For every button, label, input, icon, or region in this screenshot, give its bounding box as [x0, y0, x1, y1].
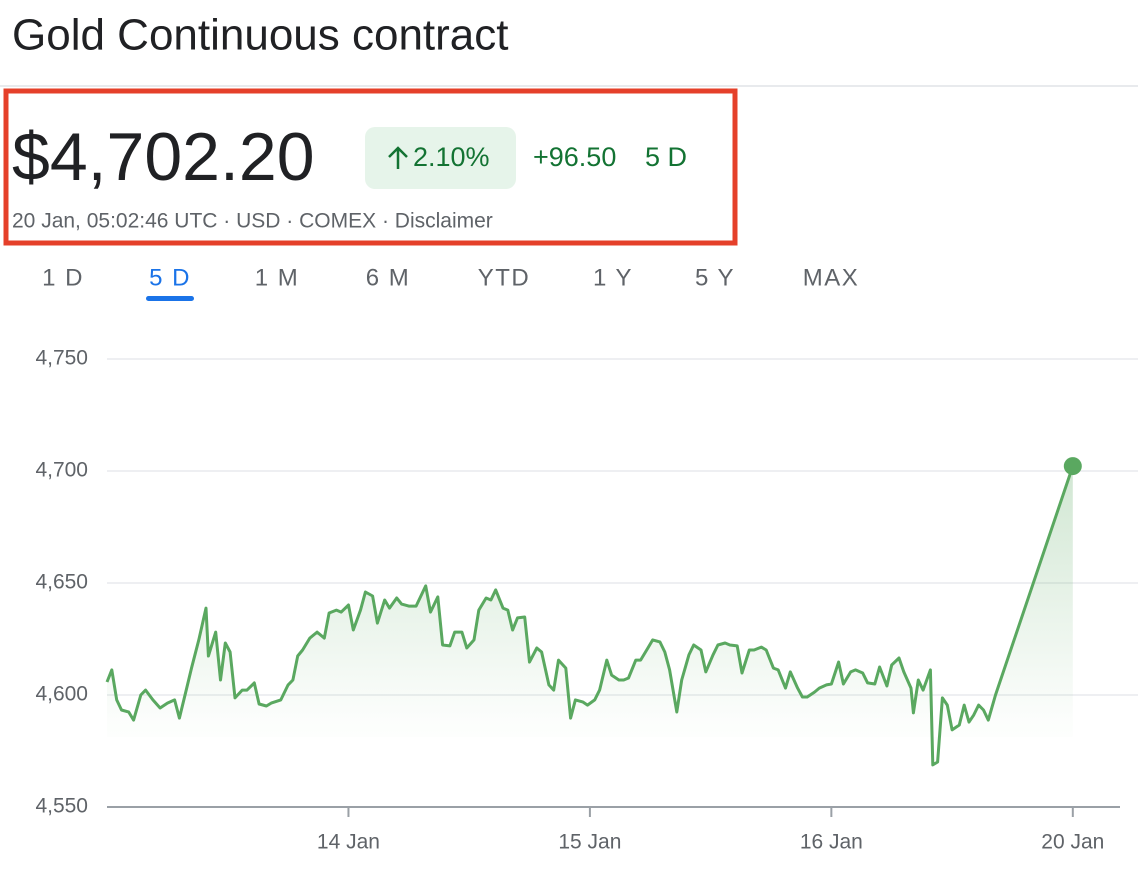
y-tick-label: 4,750 [35, 347, 88, 370]
change-percent: 2.10% [413, 142, 490, 172]
y-tick-label: 4,700 [35, 459, 88, 482]
range-tab[interactable]: 6 M [366, 264, 411, 291]
page-title: Gold Continuous contract [12, 11, 509, 60]
up-arrow-icon [388, 146, 408, 169]
active-tab-indicator [146, 296, 194, 301]
y-tick-label: 4,650 [35, 571, 88, 594]
range-tab[interactable]: YTD [478, 264, 531, 291]
x-tick-label: 14 Jan [317, 831, 380, 854]
price: $4,702.20 [12, 119, 315, 195]
range-tab[interactable]: 1 D [42, 264, 84, 291]
range-tab[interactable]: 5 D [149, 264, 191, 291]
range-tab[interactable]: 1 M [255, 264, 300, 291]
quote-meta: 20 Jan, 05:02:46 UTC · USD · COMEX · Dis… [12, 210, 493, 233]
change-badge [365, 127, 516, 189]
area [107, 466, 1073, 765]
price-line [105, 465, 1075, 767]
x-tick-label: 20 Jan [1041, 831, 1104, 854]
change-value: +96.50 [533, 142, 616, 172]
y-tick-label: 4,600 [35, 683, 88, 706]
range-tab[interactable]: 5 Y [695, 264, 735, 291]
x-tick-label: 16 Jan [800, 831, 863, 854]
range-tab[interactable]: 1 Y [593, 264, 633, 291]
change-period: 5 D [645, 142, 687, 172]
x-tick-label: 15 Jan [558, 831, 621, 854]
range-tabs: 1 D 5 D 1 M 6 M YTD 1 Y 5 Y MAX [42, 264, 860, 301]
range-tab[interactable]: MAX [803, 264, 860, 291]
y-tick-label: 4,550 [35, 795, 88, 818]
last-point [1063, 457, 1082, 476]
highlight-box [3, 88, 738, 246]
chart: 4,550 4,600 4,650 4,700 4,750 14 Jan 15 Jan 16 … [35, 347, 1138, 854]
